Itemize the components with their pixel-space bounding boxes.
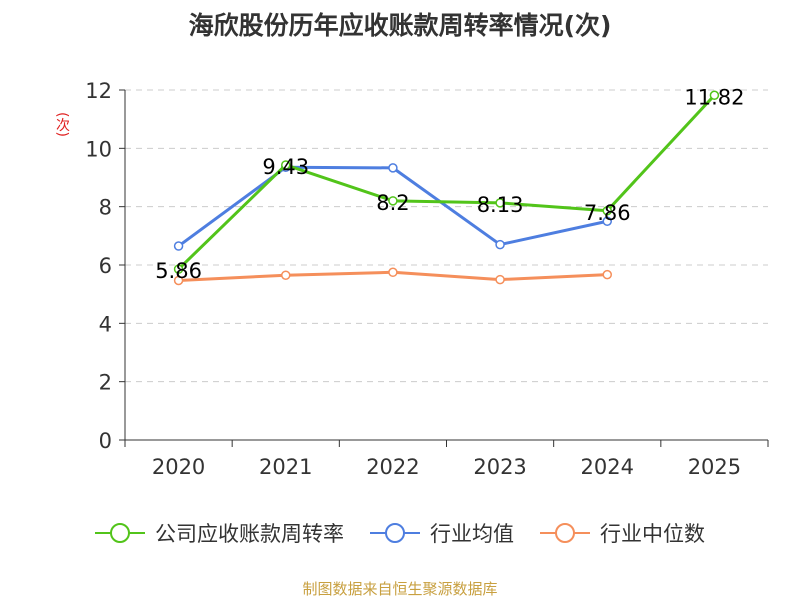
y-tick-label: 6 <box>99 254 112 278</box>
data-point <box>495 274 505 285</box>
data-point <box>281 270 291 280</box>
data-point <box>709 90 720 100</box>
y-axis-label: (次) <box>54 112 70 137</box>
data-point <box>602 216 612 226</box>
y-tick-label: 4 <box>99 312 112 336</box>
legend-label: 公司应收账款周转率 <box>155 522 344 546</box>
x-tick-label: 2022 <box>366 455 419 479</box>
series <box>173 90 720 286</box>
data-label: 7.86 <box>584 201 631 225</box>
source-note: 制图数据来自恒生聚源数据库 <box>302 580 498 598</box>
data-label: 5.86 <box>155 259 202 283</box>
x-tick-label: 2024 <box>581 455 634 479</box>
data-labels: 5.86 9.43 8.2 8.13 7.86 11.82 <box>155 85 744 283</box>
y-tick-label: 0 <box>99 429 112 453</box>
grid-lines <box>125 89 768 383</box>
data-point <box>173 264 184 274</box>
legend-item[interactable]: 行业中位数 <box>540 518 705 548</box>
data-point <box>495 239 505 250</box>
x-tick-label: 2021 <box>259 455 312 479</box>
legend-item[interactable]: 行业均值 <box>370 518 514 548</box>
legend-item[interactable]: 公司应收账款周转率 <box>95 518 344 548</box>
data-label: 8.13 <box>477 193 524 217</box>
data-label: 8.2 <box>376 191 409 215</box>
y-tick-label: 8 <box>99 196 112 220</box>
series-0 <box>173 90 720 274</box>
y-tick-label: 12 <box>85 79 112 103</box>
data-label: 9.43 <box>262 155 309 179</box>
x-tick-label: 2025 <box>688 455 741 479</box>
data-point <box>388 267 398 278</box>
series-1 <box>173 162 612 251</box>
x-tick-label: 2020 <box>152 455 205 479</box>
y-tick-label: 2 <box>99 371 112 395</box>
data-point <box>173 275 184 286</box>
legend-marker-icon <box>95 523 145 543</box>
data-point <box>281 160 291 170</box>
series-2 <box>173 267 612 286</box>
data-label: 11.82 <box>684 85 744 109</box>
y-tick-label: 10 <box>85 137 112 161</box>
legend-label: 行业中位数 <box>600 522 705 546</box>
series-line <box>177 94 716 271</box>
x-tick-label: 2023 <box>473 455 526 479</box>
axes: 0 2 4 6 8 10 12 2020 2021 2022 2023 2024 2025 <box>85 79 769 479</box>
data-point <box>602 206 612 216</box>
data-point <box>388 196 398 206</box>
legend-marker-icon <box>370 523 420 543</box>
data-point <box>173 241 184 251</box>
data-point <box>388 163 398 173</box>
legend: 公司应收账款周转率 行业均值 行业中位数 <box>0 518 800 548</box>
legend-marker-icon <box>540 523 590 543</box>
chart-title: 海欣股份历年应收账款周转率情况(次) <box>188 11 612 40</box>
legend-label: 行业均值 <box>430 522 514 546</box>
data-point <box>495 198 505 208</box>
data-point <box>602 269 612 280</box>
